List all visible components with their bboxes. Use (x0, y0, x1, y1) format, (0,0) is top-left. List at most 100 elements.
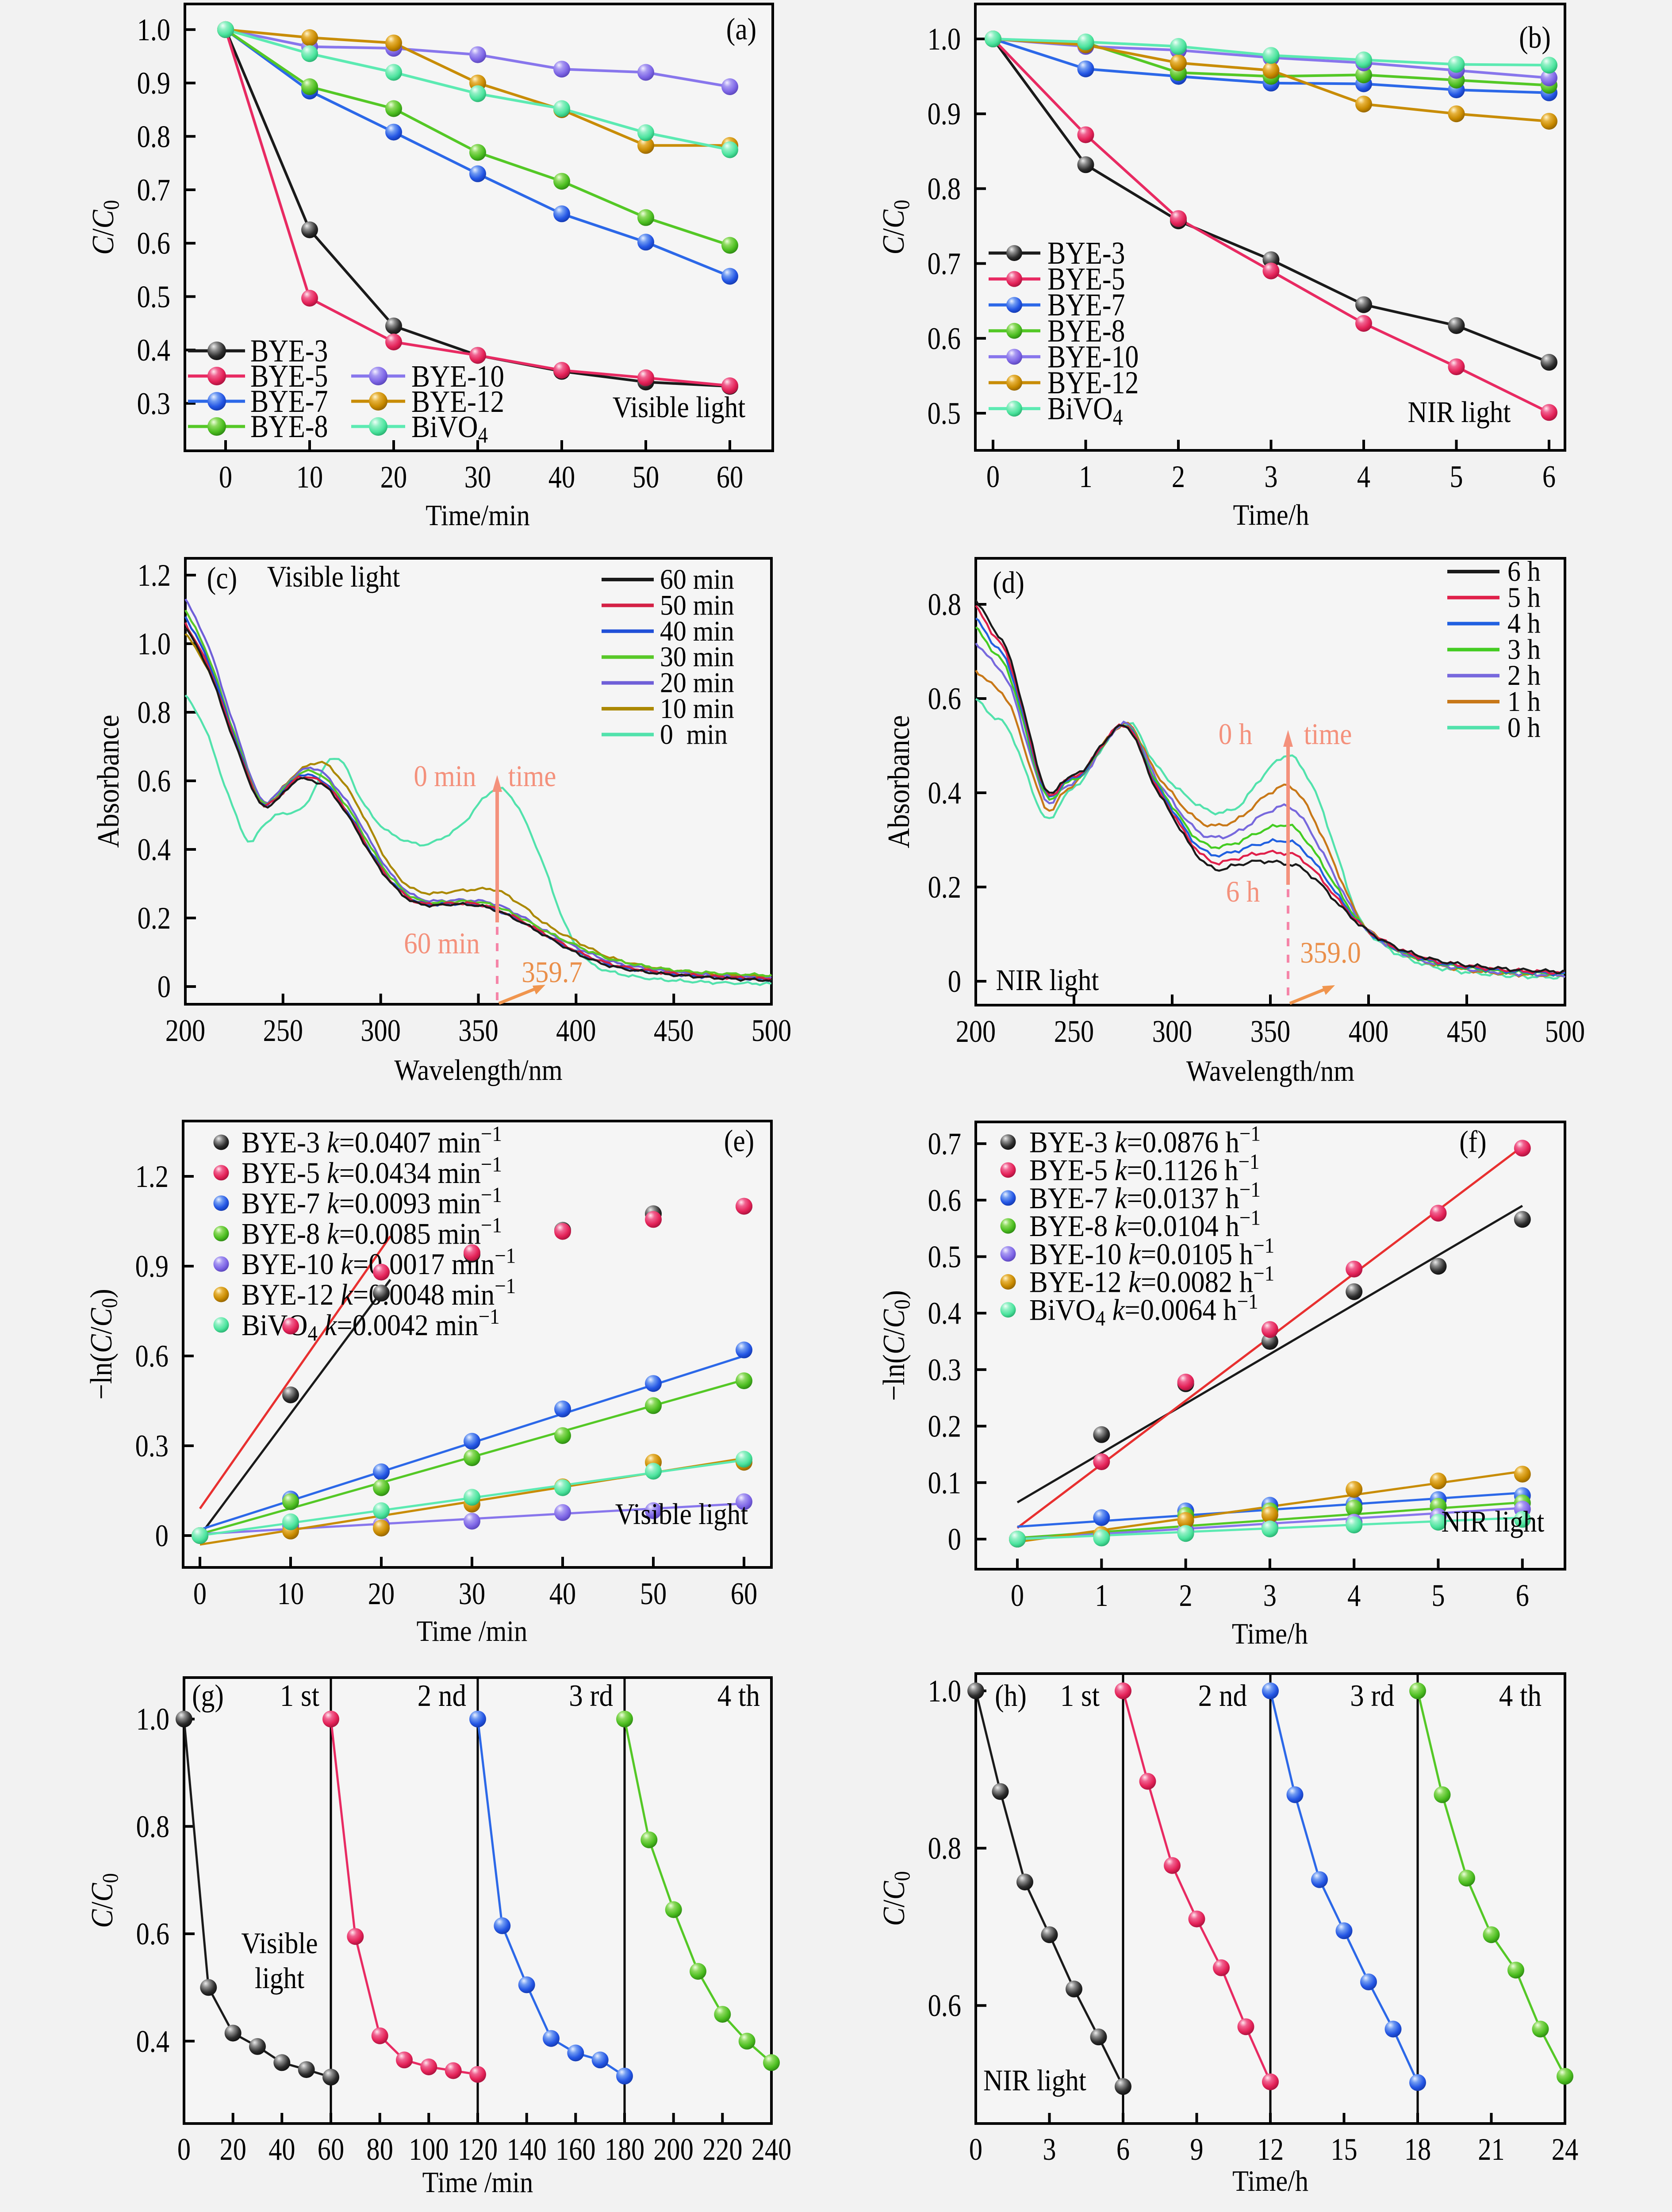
svg-text:450: 450 (1447, 1014, 1487, 1049)
svg-text:0: 0 (948, 1522, 961, 1557)
svg-text:/: / (877, 228, 911, 236)
svg-text:40: 40 (268, 2132, 295, 2167)
svg-text:0: 0 (157, 970, 171, 1004)
svg-text:1 st: 1 st (280, 1679, 320, 1713)
svg-text:80: 80 (367, 2132, 393, 2167)
svg-text:6 h: 6 h (1226, 875, 1260, 908)
svg-text:0.5: 0.5 (137, 280, 170, 314)
svg-text:3: 3 (1043, 2132, 1056, 2167)
svg-text:BiVO: BiVO (1029, 1293, 1096, 1327)
svg-text:−1: −1 (495, 1243, 516, 1267)
svg-text:50: 50 (640, 1577, 667, 1611)
svg-text:60 min: 60 min (660, 564, 734, 595)
svg-text:−1: −1 (1237, 1289, 1258, 1313)
svg-text:4: 4 (1113, 405, 1123, 430)
svg-text:=: = (1127, 1181, 1143, 1215)
svg-text:2: 2 (1172, 460, 1185, 494)
svg-text:0.2: 0.2 (138, 901, 171, 936)
svg-text:1 h: 1 h (1507, 686, 1541, 718)
svg-text:0: 0 (193, 1577, 207, 1611)
svg-text:2 nd: 2 nd (1198, 1679, 1247, 1713)
svg-text:k: k (1115, 1209, 1127, 1243)
svg-text:Time/h: Time/h (1232, 1617, 1308, 1650)
svg-text:C: C (85, 1909, 119, 1928)
svg-text:0.5: 0.5 (928, 396, 961, 431)
svg-text:BYE-5: BYE-5 (1047, 261, 1125, 297)
svg-text:20: 20 (380, 460, 407, 495)
svg-text:0.2: 0.2 (928, 870, 961, 905)
svg-text:0.9: 0.9 (137, 66, 170, 101)
svg-text:−1: −1 (1253, 1261, 1274, 1286)
svg-text:3 rd: 3 rd (569, 1679, 613, 1713)
svg-text:0: 0 (890, 200, 914, 210)
svg-text:4 h: 4 h (1507, 608, 1541, 640)
svg-text:1: 1 (1079, 460, 1092, 494)
svg-text:(f): (f) (1459, 1125, 1487, 1159)
svg-text:4 th: 4 th (1499, 1679, 1542, 1713)
svg-text:20: 20 (220, 2132, 246, 2167)
svg-text:0.6: 0.6 (928, 322, 961, 356)
svg-text:1.0: 1.0 (928, 22, 961, 57)
svg-text:20 min: 20 min (660, 667, 734, 699)
svg-text:2: 2 (1179, 1578, 1193, 1613)
svg-text:1.2: 1.2 (135, 1160, 169, 1194)
svg-text:Visible light: Visible light (615, 1497, 748, 1531)
svg-text:5: 5 (1431, 1578, 1445, 1613)
svg-text:C: C (877, 1335, 911, 1354)
svg-text:Wavelength/nm: Wavelength/nm (1186, 1055, 1354, 1087)
svg-text:0.0104: 0.0104 (1143, 1209, 1219, 1243)
svg-text:k: k (341, 1247, 353, 1281)
svg-text:40 min: 40 min (660, 615, 734, 647)
svg-text:): ) (877, 1290, 911, 1299)
svg-text:0 h: 0 h (1219, 717, 1253, 751)
svg-text:60: 60 (717, 460, 743, 495)
svg-text:C: C (85, 1882, 119, 1901)
svg-text:BYE-10: BYE-10 (411, 360, 504, 394)
svg-text:0.1: 0.1 (928, 1466, 961, 1500)
svg-text:0.4: 0.4 (136, 2024, 169, 2059)
svg-text:1.0: 1.0 (136, 1702, 169, 1737)
svg-text:−1: −1 (1239, 1121, 1261, 1146)
svg-text:k: k (1115, 1153, 1127, 1187)
svg-text:C: C (84, 1334, 119, 1353)
svg-text:0.3: 0.3 (137, 387, 170, 421)
svg-text:NIR light: NIR light (996, 963, 1099, 997)
svg-text:0: 0 (155, 1519, 169, 1553)
svg-text:NIR light: NIR light (983, 2063, 1086, 2097)
svg-text:60: 60 (318, 2132, 344, 2167)
svg-text:h: h (1216, 1293, 1237, 1327)
svg-text:250: 250 (1054, 1014, 1094, 1049)
svg-text:300: 300 (360, 1014, 401, 1048)
svg-text:h: h (1219, 1181, 1239, 1215)
svg-text:6: 6 (1516, 1578, 1529, 1613)
svg-text:0.8: 0.8 (136, 1809, 169, 1844)
svg-text:Time/min: Time/min (426, 499, 530, 532)
svg-text:k: k (327, 1156, 340, 1190)
svg-text:k: k (325, 1308, 337, 1342)
svg-text:BYE-7: BYE-7 (1029, 1181, 1108, 1215)
svg-text:18: 18 (1404, 2132, 1431, 2167)
svg-text:160: 160 (556, 2132, 596, 2167)
svg-text:0.6: 0.6 (136, 1917, 169, 1951)
svg-text:200: 200 (653, 2132, 694, 2167)
svg-text:BYE-12: BYE-12 (1047, 365, 1139, 400)
svg-text:4: 4 (308, 1321, 318, 1345)
svg-text:C: C (84, 1308, 119, 1327)
svg-text:30: 30 (459, 1577, 485, 1611)
svg-text:/: / (84, 1326, 119, 1334)
svg-text:359.7: 359.7 (522, 955, 583, 989)
svg-text:0.0085: 0.0085 (355, 1217, 431, 1250)
svg-text:BYE-10: BYE-10 (1029, 1237, 1122, 1271)
svg-text:400: 400 (556, 1014, 596, 1048)
svg-text:4: 4 (1096, 1306, 1106, 1330)
svg-text:0: 0 (97, 1298, 122, 1308)
svg-text:=: = (339, 1187, 355, 1220)
svg-text:0: 0 (177, 2132, 191, 2167)
svg-text:C: C (877, 1309, 911, 1328)
svg-text:(b): (b) (1519, 21, 1551, 55)
svg-text:0: 0 (890, 1871, 915, 1882)
svg-text:3 rd: 3 rd (1350, 1679, 1394, 1713)
svg-text:50 min: 50 min (660, 589, 734, 621)
svg-text:k: k (1115, 1125, 1127, 1159)
svg-text:40: 40 (548, 460, 575, 495)
